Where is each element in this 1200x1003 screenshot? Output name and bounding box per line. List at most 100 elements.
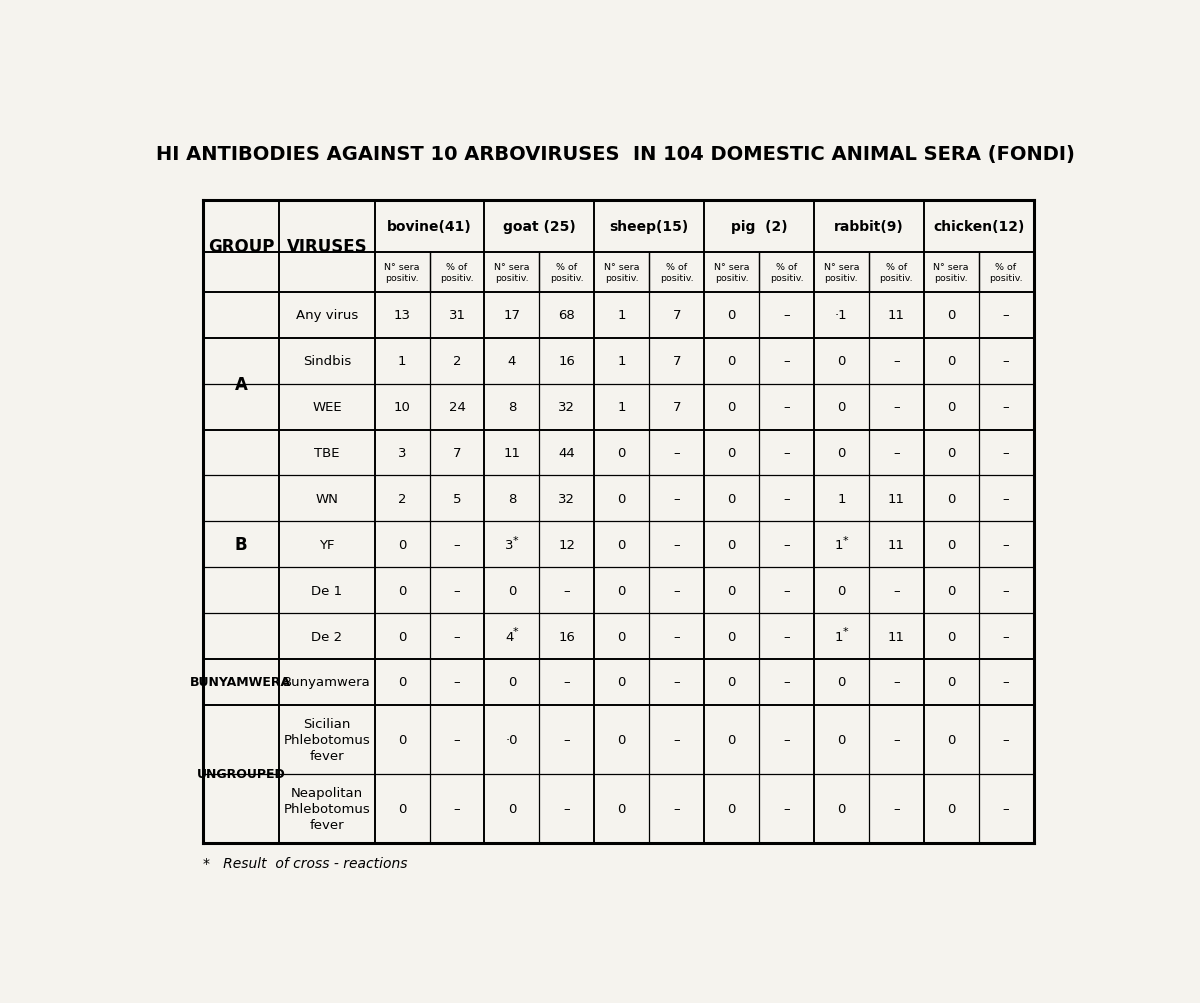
Text: –: – xyxy=(1003,733,1009,746)
Text: –: – xyxy=(1003,355,1009,368)
Text: 0: 0 xyxy=(838,355,846,368)
Text: –: – xyxy=(1003,539,1009,552)
Text: 0: 0 xyxy=(618,492,626,506)
Text: –: – xyxy=(893,733,900,746)
Text: –: – xyxy=(1003,630,1009,643)
Text: 0: 0 xyxy=(398,584,407,597)
Text: 0: 0 xyxy=(618,539,626,552)
Text: N° sera
positiv.: N° sera positiv. xyxy=(384,263,420,283)
Text: 0: 0 xyxy=(947,539,955,552)
Text: –: – xyxy=(784,539,790,552)
Text: 0: 0 xyxy=(947,401,955,414)
Text: 0: 0 xyxy=(838,676,846,689)
Text: 0: 0 xyxy=(947,446,955,459)
Text: 7: 7 xyxy=(672,401,680,414)
Text: 7: 7 xyxy=(452,446,461,459)
Text: –: – xyxy=(784,801,790,814)
Text: –: – xyxy=(1003,446,1009,459)
Text: % of
positiv.: % of positiv. xyxy=(880,263,913,283)
Text: 0: 0 xyxy=(727,801,736,814)
Text: 8: 8 xyxy=(508,401,516,414)
Text: 17: 17 xyxy=(504,309,521,322)
Text: –: – xyxy=(673,446,680,459)
Text: 44: 44 xyxy=(558,446,575,459)
Text: –: – xyxy=(673,801,680,814)
Text: Neapolitan
Phlebotomus
fever: Neapolitan Phlebotomus fever xyxy=(283,785,371,830)
Text: 16: 16 xyxy=(558,630,575,643)
Text: 0: 0 xyxy=(398,676,407,689)
Text: 0: 0 xyxy=(618,584,626,597)
Text: Bunyamwera: Bunyamwera xyxy=(283,676,371,689)
Text: *   Result  of cross - reactions: * Result of cross - reactions xyxy=(203,857,407,871)
Text: –: – xyxy=(784,446,790,459)
Text: 11: 11 xyxy=(504,446,521,459)
Text: sheep(15): sheep(15) xyxy=(610,220,689,234)
Text: 0: 0 xyxy=(398,801,407,814)
Text: 0: 0 xyxy=(947,630,955,643)
Text: GROUP: GROUP xyxy=(208,238,274,256)
Text: 0: 0 xyxy=(947,309,955,322)
Text: –: – xyxy=(454,630,461,643)
Text: –: – xyxy=(673,630,680,643)
Text: % of
positiv.: % of positiv. xyxy=(660,263,694,283)
Text: 68: 68 xyxy=(558,309,575,322)
Text: –: – xyxy=(893,355,900,368)
Text: 11: 11 xyxy=(888,492,905,506)
Text: 7: 7 xyxy=(672,309,680,322)
Text: % of
positiv.: % of positiv. xyxy=(550,263,583,283)
Text: *: * xyxy=(842,627,848,637)
Text: –: – xyxy=(1003,676,1009,689)
Text: 3: 3 xyxy=(398,446,407,459)
Text: –: – xyxy=(784,355,790,368)
Text: 5: 5 xyxy=(452,492,461,506)
Text: –: – xyxy=(454,584,461,597)
Text: 1: 1 xyxy=(618,401,626,414)
Text: chicken(12): chicken(12) xyxy=(932,220,1025,234)
Text: 1: 1 xyxy=(835,539,844,552)
Text: 0: 0 xyxy=(727,539,736,552)
Text: –: – xyxy=(893,801,900,814)
Text: YF: YF xyxy=(319,539,335,552)
Text: –: – xyxy=(673,676,680,689)
Text: 11: 11 xyxy=(888,309,905,322)
Text: 0: 0 xyxy=(508,584,516,597)
Text: rabbit(9): rabbit(9) xyxy=(834,220,904,234)
Text: 0: 0 xyxy=(618,676,626,689)
Text: 32: 32 xyxy=(558,492,575,506)
Text: –: – xyxy=(784,584,790,597)
Text: –: – xyxy=(673,733,680,746)
Text: –: – xyxy=(893,401,900,414)
Text: –: – xyxy=(564,733,570,746)
Text: HI ANTIBODIES AGAINST 10 ARBOVIRUSES  IN 104 DOMESTIC ANIMAL SERA (FONDI): HI ANTIBODIES AGAINST 10 ARBOVIRUSES IN … xyxy=(156,144,1074,163)
Text: 1: 1 xyxy=(838,492,846,506)
Text: –: – xyxy=(893,584,900,597)
Text: 0: 0 xyxy=(398,733,407,746)
Text: –: – xyxy=(784,309,790,322)
Text: Any virus: Any virus xyxy=(295,309,358,322)
Text: 2: 2 xyxy=(398,492,407,506)
Text: Sicilian
Phlebotomus
fever: Sicilian Phlebotomus fever xyxy=(283,717,371,762)
Text: 0: 0 xyxy=(727,309,736,322)
Text: De 2: De 2 xyxy=(311,630,342,643)
Text: 0: 0 xyxy=(947,584,955,597)
Text: –: – xyxy=(784,401,790,414)
Text: 4: 4 xyxy=(508,355,516,368)
Text: 0: 0 xyxy=(727,492,736,506)
Text: –: – xyxy=(893,446,900,459)
Text: 10: 10 xyxy=(394,401,410,414)
Text: BUNYAMWERA: BUNYAMWERA xyxy=(191,676,292,689)
Text: N° sera
positiv.: N° sera positiv. xyxy=(604,263,640,283)
Text: 0: 0 xyxy=(618,733,626,746)
Text: 0: 0 xyxy=(727,446,736,459)
Text: 0: 0 xyxy=(838,733,846,746)
Text: 0: 0 xyxy=(398,539,407,552)
Text: –: – xyxy=(784,492,790,506)
Text: *: * xyxy=(512,627,518,637)
Text: 13: 13 xyxy=(394,309,410,322)
Text: 0: 0 xyxy=(398,630,407,643)
Text: 32: 32 xyxy=(558,401,575,414)
Text: –: – xyxy=(454,539,461,552)
Text: –: – xyxy=(564,676,570,689)
Text: goat (25): goat (25) xyxy=(503,220,576,234)
Text: –: – xyxy=(784,630,790,643)
